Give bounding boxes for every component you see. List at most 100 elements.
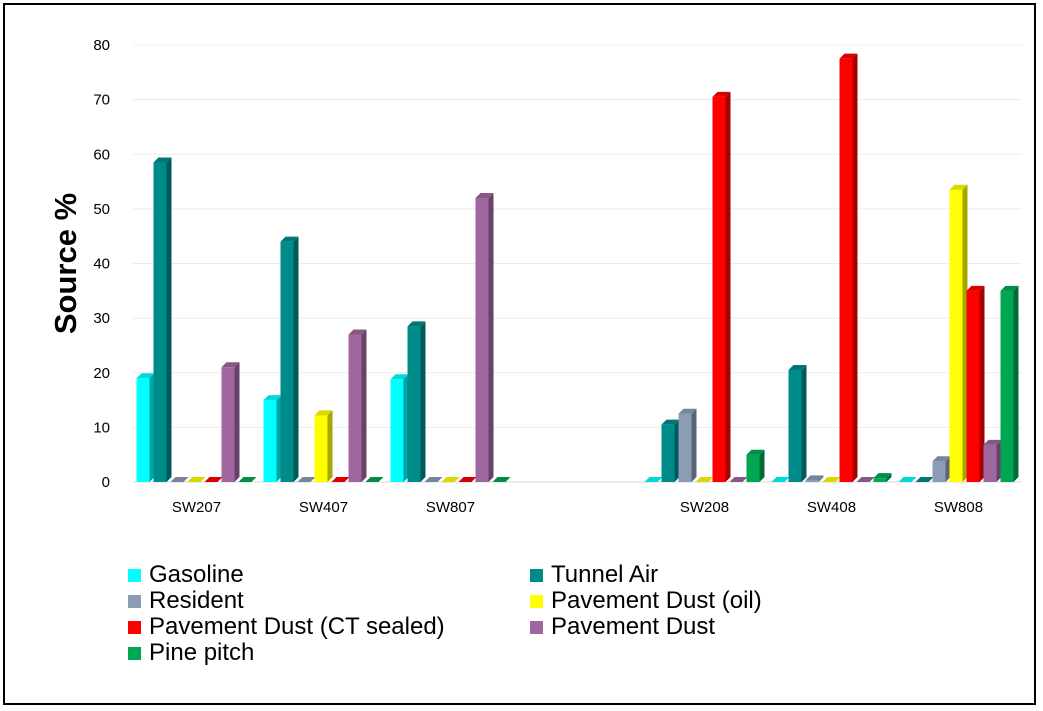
legend-swatch xyxy=(128,620,141,634)
bar xyxy=(746,454,760,482)
bar xyxy=(136,378,150,482)
bar xyxy=(314,415,328,482)
bar-top xyxy=(204,477,223,482)
legend-item: Pavement Dust (CT sealed) xyxy=(128,613,445,640)
bar-top xyxy=(136,373,155,379)
y-tick-label: 20 xyxy=(93,365,110,382)
bar-top xyxy=(873,473,892,479)
y-tick-label: 40 xyxy=(93,256,110,273)
bar xyxy=(263,400,277,482)
x-tick-label: SW808 xyxy=(934,499,983,516)
legend-swatch xyxy=(128,646,141,660)
bar xyxy=(839,58,853,482)
bar-side xyxy=(674,419,680,482)
bar-top xyxy=(983,439,1002,445)
bar-side xyxy=(234,362,240,482)
bar xyxy=(153,162,167,482)
bar-top xyxy=(348,329,367,335)
bar-top xyxy=(424,477,443,482)
bar xyxy=(805,480,819,482)
bar-chart: 0 10 20 30 40 50 60 70 80 Source % SW207 SW407 SW807… xyxy=(48,37,1022,516)
y-axis-label: Source % xyxy=(48,193,83,334)
bar xyxy=(407,326,421,482)
legend-label: Pavement Dust (CT sealed) xyxy=(149,613,445,640)
legend-item: Resident xyxy=(128,587,244,614)
bar xyxy=(475,197,489,482)
legend-label: Tunnel Air xyxy=(551,561,659,588)
bar-side xyxy=(886,473,892,482)
legend-swatch xyxy=(530,594,543,608)
bar-top xyxy=(712,91,731,97)
bar-top xyxy=(187,477,206,482)
bar-top xyxy=(746,449,765,455)
bar-top xyxy=(153,157,172,163)
bar-top xyxy=(390,374,409,380)
bar-top xyxy=(407,321,426,327)
y-tick-label: 10 xyxy=(93,419,110,436)
legend-label: Pavement Dust xyxy=(551,613,716,640)
bar-top xyxy=(678,408,697,414)
legend-label: Pine pitch xyxy=(149,639,255,666)
bar xyxy=(873,478,887,482)
bar-top xyxy=(331,477,350,482)
bar-top xyxy=(492,477,511,482)
legend-label: Resident xyxy=(149,587,244,614)
bar-side xyxy=(945,456,951,482)
x-tick-label: SW408 xyxy=(807,499,856,516)
x-tick-label: SW407 xyxy=(299,499,348,516)
y-tick-label: 60 xyxy=(93,146,110,163)
bar xyxy=(221,367,235,482)
bar-top xyxy=(458,477,477,482)
bar-side xyxy=(327,410,333,482)
bar-top xyxy=(170,477,189,482)
bar-top xyxy=(856,477,875,482)
legend-swatch xyxy=(128,568,141,582)
bar-top xyxy=(314,410,333,416)
legend-swatch xyxy=(530,568,543,582)
bar-side xyxy=(996,439,1002,482)
bar-side xyxy=(293,236,299,482)
legend-item: Pine pitch xyxy=(128,639,255,666)
bar-side xyxy=(403,374,409,482)
y-tick-label: 0 xyxy=(102,474,110,491)
bar xyxy=(949,189,963,482)
bar xyxy=(712,96,726,483)
bar-side xyxy=(801,365,807,482)
bar-top xyxy=(441,477,460,482)
legend-item: Tunnel Air xyxy=(530,561,659,588)
bar-top xyxy=(822,477,841,482)
bar-side xyxy=(149,373,155,482)
bar-top xyxy=(915,477,934,482)
bar-top xyxy=(729,477,748,482)
bar-side xyxy=(420,321,426,482)
bar-side xyxy=(725,91,731,483)
bar xyxy=(966,290,980,482)
bar-top xyxy=(661,419,680,425)
legend-label: Gasoline xyxy=(149,561,244,588)
x-tick-label: SW208 xyxy=(680,499,729,516)
bar xyxy=(983,444,997,482)
bar-top xyxy=(297,477,316,482)
bar xyxy=(1000,290,1014,482)
bar xyxy=(788,370,802,482)
bar-top xyxy=(771,477,790,482)
bar xyxy=(678,413,692,482)
bar-side xyxy=(759,449,765,482)
bar-side xyxy=(691,408,697,482)
x-tick-label: SW207 xyxy=(172,499,221,516)
bar-side xyxy=(852,53,858,482)
bar-top xyxy=(949,184,968,190)
legend-label: Pavement Dust (oil) xyxy=(551,587,762,614)
bar-side xyxy=(276,395,282,482)
bar-top xyxy=(221,362,240,368)
bar-top xyxy=(966,285,985,291)
bar-side xyxy=(361,329,367,482)
bar xyxy=(280,241,294,482)
bar-top xyxy=(365,477,384,482)
bar-top xyxy=(263,395,282,401)
chart-frame xyxy=(3,3,1036,705)
bar-top xyxy=(898,477,917,482)
bar-side xyxy=(488,192,494,482)
y-tick-label: 80 xyxy=(93,37,110,54)
bar-top xyxy=(839,53,858,59)
